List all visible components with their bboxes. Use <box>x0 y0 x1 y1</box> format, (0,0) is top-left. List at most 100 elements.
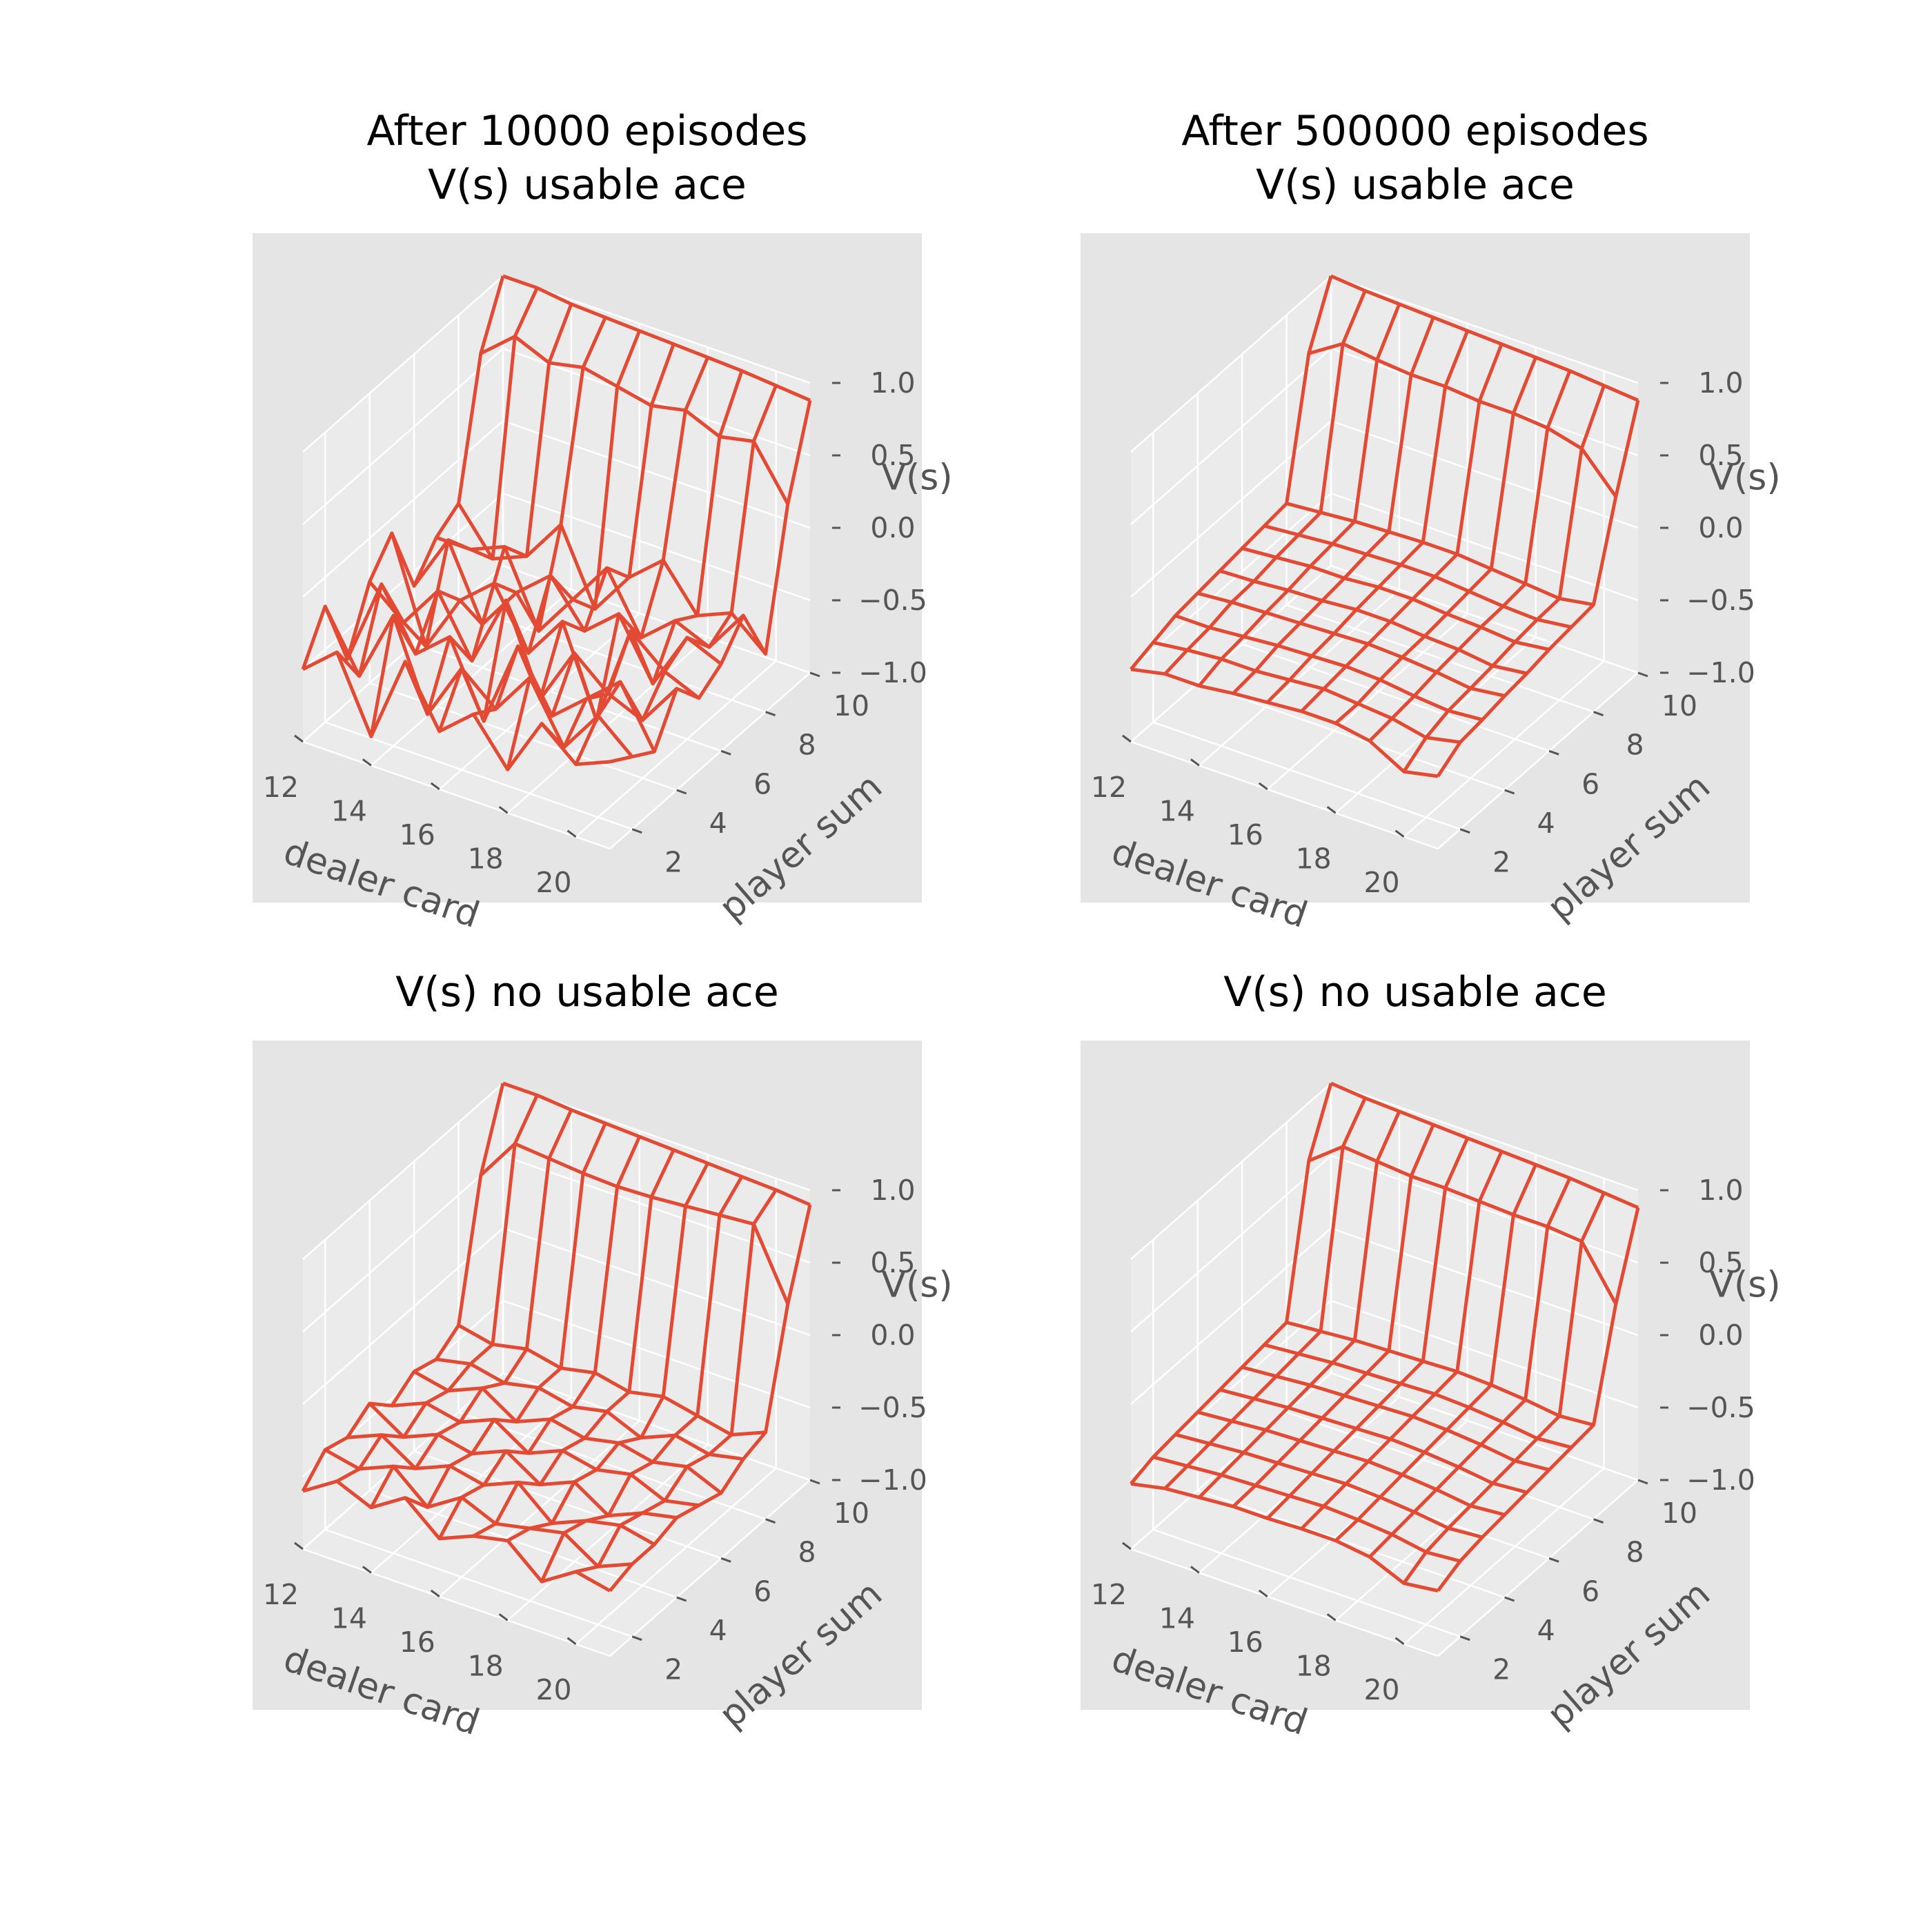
subplot-title: After 10000 episodes V(s) usable ace <box>367 107 808 209</box>
wire-row <box>1241 546 1550 651</box>
wire-column <box>1300 1150 1504 1530</box>
wire-column <box>301 275 505 670</box>
x-tick-label: 18 <box>468 842 504 875</box>
floor-pane <box>1131 1373 1638 1656</box>
wire-column <box>1198 1110 1401 1499</box>
y-tick-label: 10 <box>1662 1497 1697 1530</box>
gridline-z <box>302 1299 811 1477</box>
wire-row <box>1308 1145 1617 1305</box>
y-tick-label: 4 <box>709 807 727 840</box>
gridline-z <box>1130 564 1639 742</box>
x-tick <box>1122 1541 1132 1550</box>
axis-lines <box>1130 672 1639 850</box>
x-tick-label: 20 <box>1363 866 1399 899</box>
wire-column <box>1402 384 1606 773</box>
wire-row <box>457 502 767 656</box>
y-tick <box>1504 1596 1515 1602</box>
x-tick-label: 12 <box>263 771 299 804</box>
x-tick <box>498 806 509 814</box>
z-tick-label: 1.0 <box>870 1174 915 1207</box>
x-tick <box>294 734 304 743</box>
z-tick-label: 1.0 <box>870 366 915 400</box>
subplot-2: 12141618202468101.00.50.0−0.5−1.0dealer … <box>1081 107 1781 936</box>
y-tick <box>1459 1635 1470 1642</box>
wire-row <box>435 1357 744 1461</box>
y-axis-line <box>1437 672 1639 849</box>
y-tick-label: 4 <box>709 1614 727 1647</box>
x-tick <box>430 1589 440 1598</box>
z-tick-label: 0.0 <box>1698 1319 1743 1352</box>
wire-column <box>1130 1083 1333 1486</box>
y-tick <box>720 1557 731 1563</box>
wire-row <box>1219 1388 1528 1495</box>
y-tick-label: 8 <box>798 729 816 762</box>
z-tick-label: 0.5 <box>870 439 915 472</box>
x-tick <box>362 1566 372 1574</box>
wire-row <box>390 532 700 722</box>
x-tick-label: 20 <box>535 1673 571 1706</box>
z-tick-label: 0.0 <box>1698 511 1743 544</box>
x-tick-label: 12 <box>1091 1578 1127 1611</box>
wire-column <box>540 1176 744 1583</box>
x-tick-label: 18 <box>1296 1649 1332 1682</box>
wire-row <box>1152 1455 1461 1563</box>
gridline-z <box>302 564 811 742</box>
wire-row <box>1330 274 1639 402</box>
wire-column <box>1368 370 1572 742</box>
title-line: V(s) usable ace <box>1256 161 1575 209</box>
wire-row <box>1197 1410 1506 1517</box>
wire-row <box>1308 342 1617 498</box>
title-line: V(s) no usable ace <box>1223 968 1606 1016</box>
x-axis-line <box>1130 740 1439 850</box>
title-line: V(s) usable ace <box>428 161 747 209</box>
wire-column <box>1402 1192 1606 1585</box>
wire-column <box>437 1136 642 1540</box>
y-tick-label: 6 <box>1581 1575 1599 1608</box>
y-tick <box>1637 1479 1648 1485</box>
x-tick <box>566 1637 577 1645</box>
x-tick <box>1258 1589 1268 1598</box>
x-tick-label: 14 <box>1159 794 1195 827</box>
x-tick-label: 14 <box>331 1601 367 1635</box>
x-tick <box>430 782 440 791</box>
wire-row <box>502 274 811 402</box>
z-axis-label: V(s) <box>1709 457 1780 499</box>
y-tick-label: 6 <box>1581 767 1599 800</box>
x-tick-label: 18 <box>468 1649 504 1682</box>
y-tick <box>809 1479 820 1485</box>
x-tick-label: 16 <box>1228 818 1263 851</box>
x-tick-label: 16 <box>400 1626 435 1659</box>
wire-column <box>1368 1177 1572 1559</box>
wire-column <box>473 343 676 716</box>
wire-column <box>404 1122 607 1509</box>
gridline-z <box>1130 1154 1639 1332</box>
x-tick-label: 14 <box>1159 1601 1195 1635</box>
z-tick-label: 0.5 <box>870 1246 915 1279</box>
x-tick-label: 12 <box>263 1578 299 1611</box>
wire-column <box>301 1083 505 1492</box>
wire-row <box>1174 613 1483 722</box>
x-tick <box>362 758 372 767</box>
z-tick-label: 1.0 <box>1698 366 1743 400</box>
gridline-z <box>302 347 811 525</box>
gridline-z <box>302 420 811 598</box>
wire-column <box>1197 303 1401 687</box>
gridline-z <box>302 1227 811 1405</box>
y-tick <box>676 1596 687 1602</box>
subplot-title: V(s) no usable ace <box>395 968 778 1016</box>
y-tick-label: 2 <box>664 1653 682 1686</box>
y-tick <box>1548 1557 1559 1563</box>
z-axis-label: V(s) <box>881 457 952 499</box>
x-tick-label: 14 <box>331 794 367 827</box>
y-tick <box>1548 749 1559 756</box>
y-axis-line <box>609 672 811 849</box>
wire-row <box>1330 1081 1639 1210</box>
x-tick-label: 20 <box>1363 1673 1399 1706</box>
x-axis-line <box>302 1548 611 1657</box>
wire-row <box>391 1401 700 1508</box>
y-axis-line <box>609 1479 811 1657</box>
floor-pane <box>1131 566 1638 849</box>
y-tick <box>765 1518 776 1524</box>
